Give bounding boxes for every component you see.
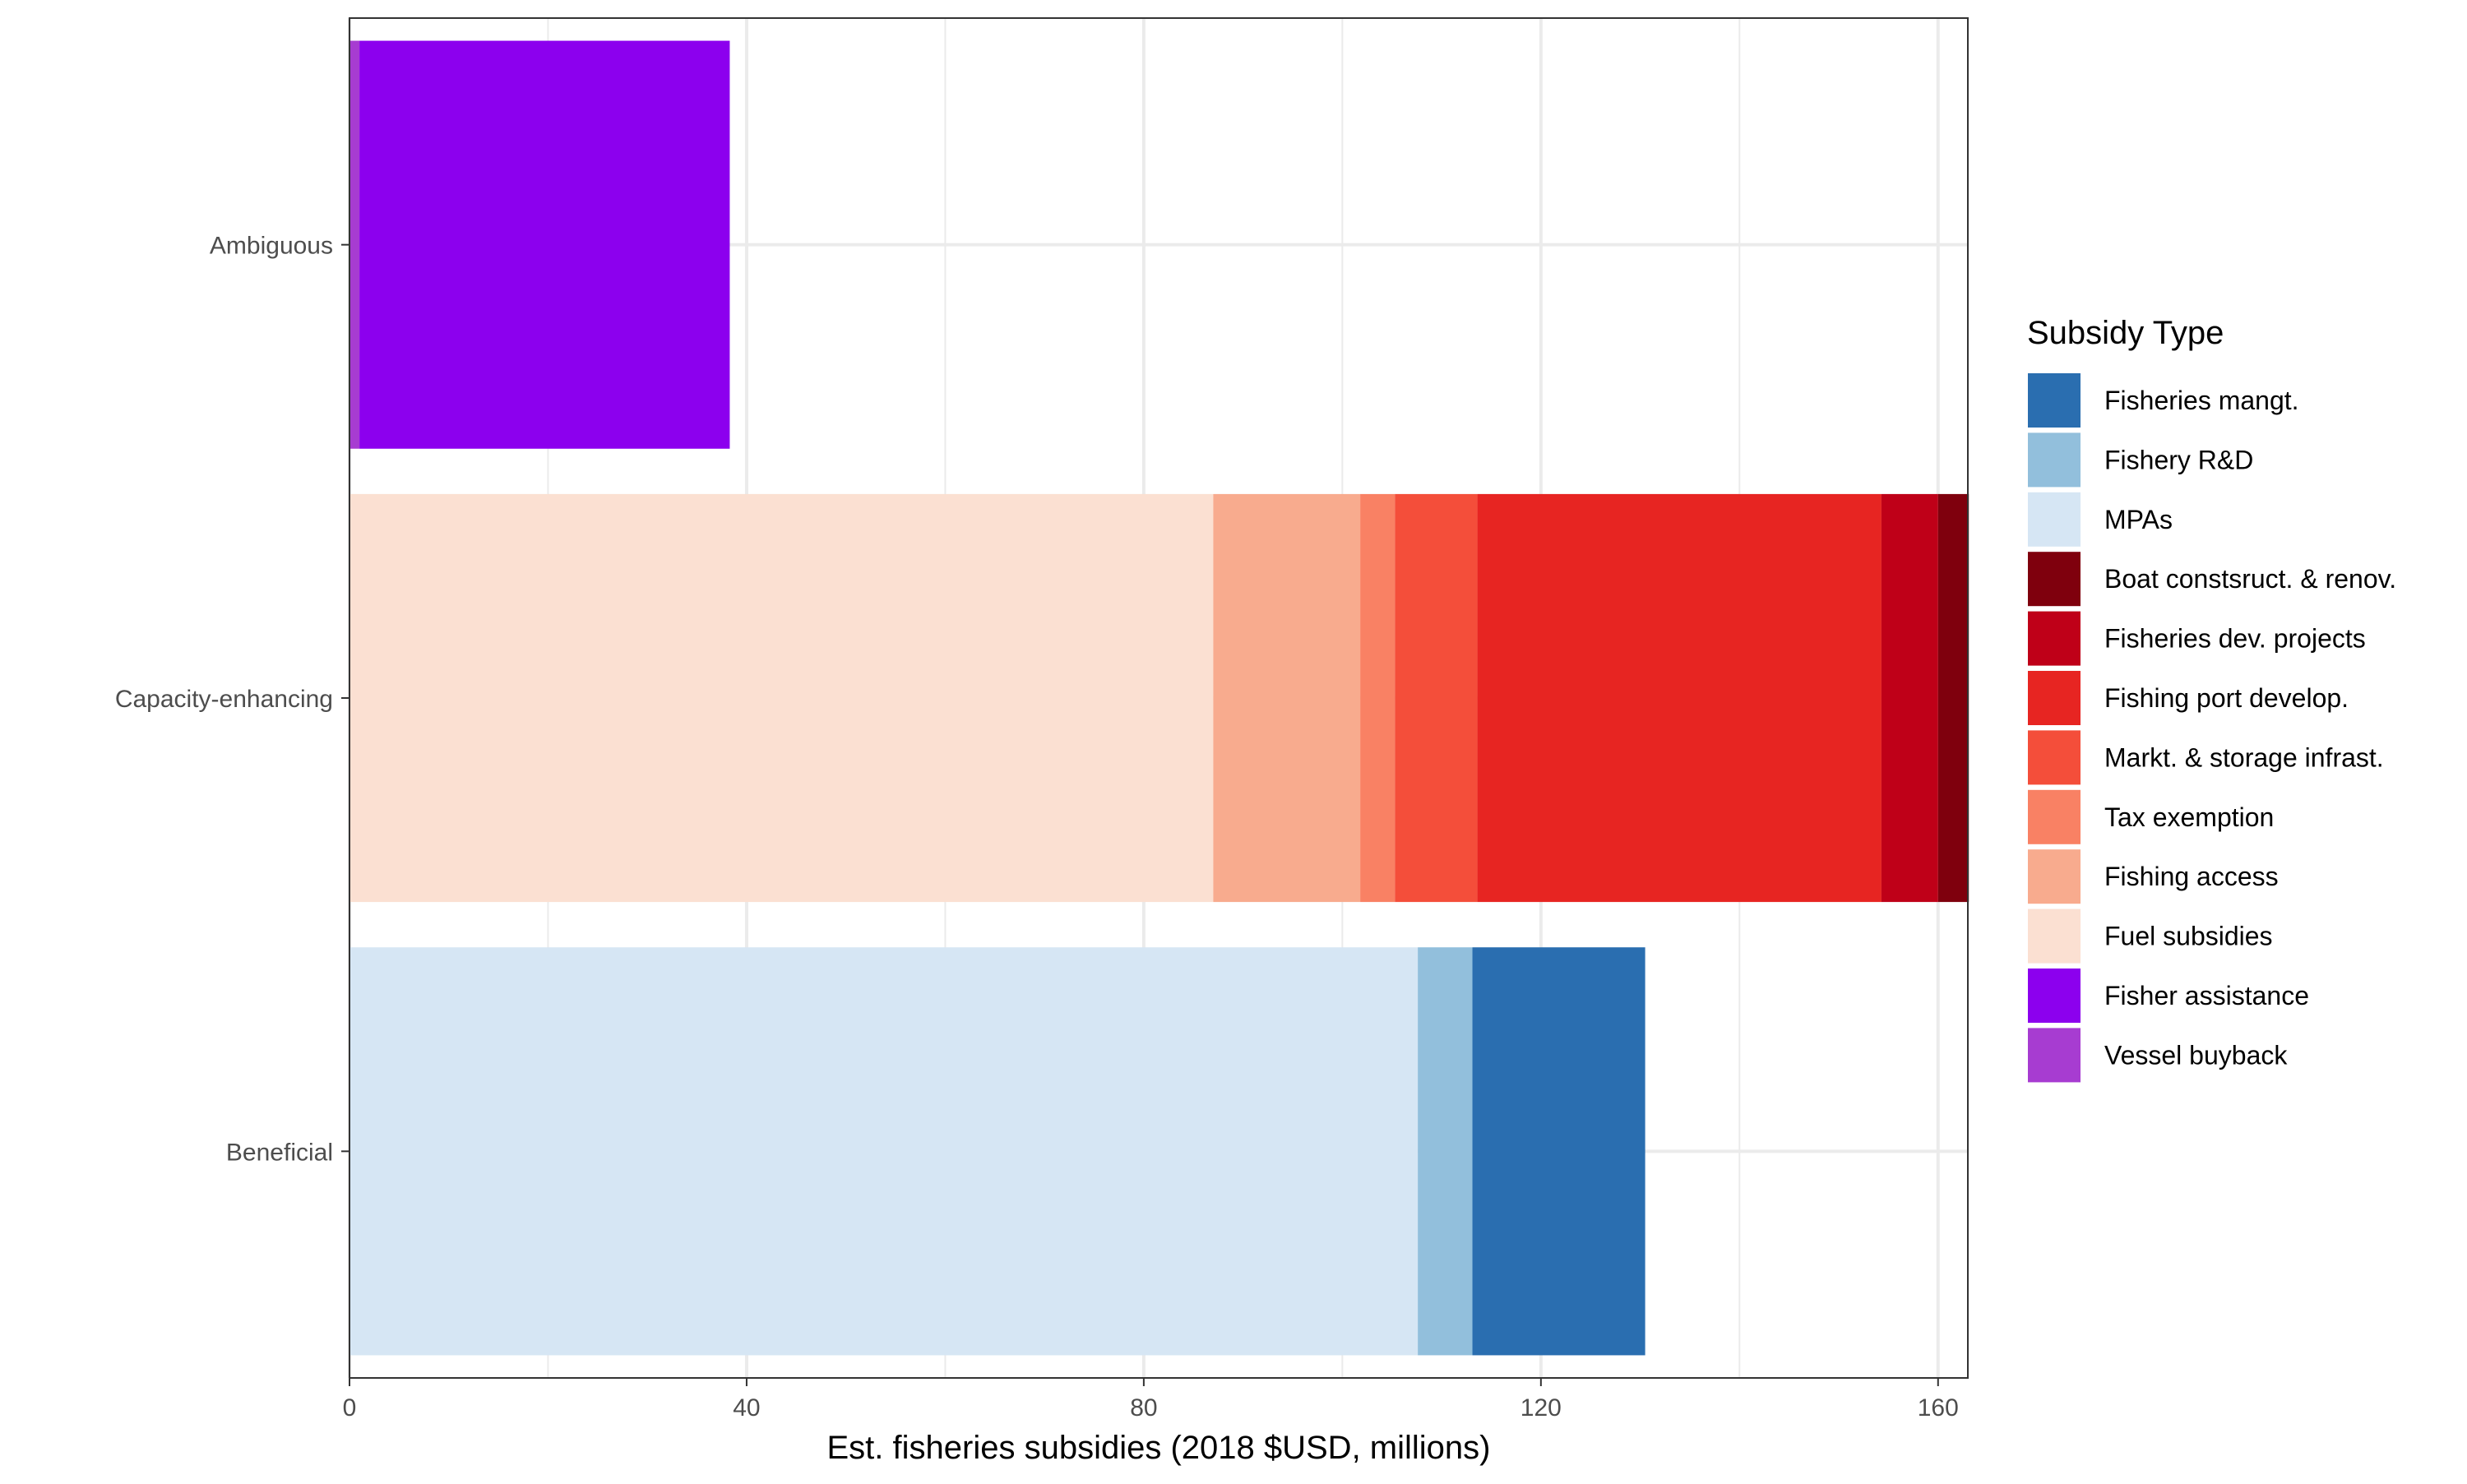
axes-layer: Ambiguous Capacity-enhancing Beneficial 0 40…	[115, 233, 1959, 1422]
legend-title: Subsidy Type	[2027, 315, 2224, 351]
legend-key	[2026, 669, 2082, 727]
x-tick-label: 0	[343, 1394, 357, 1422]
bar-segment-mpas	[349, 947, 1419, 1356]
legend-label: Tax exemption	[2104, 802, 2274, 832]
bar-segment-tax-exemption	[1360, 493, 1395, 903]
legend-key	[2026, 372, 2082, 429]
legend-label: Fishery R&D	[2104, 445, 2253, 474]
bar-segment-markt-storage-infrast	[1395, 493, 1478, 903]
legend-label: MPAs	[2104, 505, 2173, 534]
legend-label: Fishing access	[2104, 862, 2279, 891]
bar-segment-boat-constsruct-renov	[1937, 493, 1969, 903]
legend-key	[2026, 967, 2082, 1024]
legend-label: Markt. & storage infrast.	[2104, 742, 2384, 772]
legend-label: Fuel subsidies	[2104, 922, 2273, 951]
bar-segment-fishing-port-develop	[1477, 493, 1881, 903]
bar-segment-fisher-assistance	[359, 40, 730, 449]
legend-label: Boat constsruct. & renov.	[2104, 564, 2396, 594]
legend-key	[2026, 1026, 2082, 1084]
legend-key	[2026, 431, 2082, 489]
legend-label: Fisheries dev. projects	[2104, 624, 2366, 654]
legend-label: Fisher assistance	[2104, 981, 2309, 1010]
legend-key	[2026, 907, 2082, 965]
x-tick-label: 40	[733, 1394, 760, 1422]
bar-segment-fishing-access	[1213, 493, 1361, 903]
legend-key	[2026, 490, 2082, 548]
y-tick-label: Beneficial	[226, 1139, 333, 1166]
legend-key	[2026, 728, 2082, 787]
x-tick-label: 160	[1918, 1394, 1959, 1422]
y-tick-label: Ambiguous	[210, 233, 333, 260]
legend-label: Fisheries mangt.	[2104, 386, 2299, 415]
legend-key	[2026, 609, 2082, 668]
bar-segment-fisheries-dev-projects	[1881, 493, 1938, 903]
legend-key	[2026, 848, 2082, 906]
bar-segment-fuel-subsidies	[349, 493, 1214, 903]
legend-key	[2026, 788, 2082, 846]
x-tick-label: 80	[1130, 1394, 1157, 1422]
bars-layer	[349, 40, 1969, 1356]
legend-label: Vessel buyback	[2104, 1040, 2288, 1070]
x-tick-label: 120	[1520, 1394, 1562, 1422]
bar-segment-vessel-buyback	[349, 40, 360, 449]
x-axis-title: Est. fisheries subsidies (2018 $USD, mil…	[827, 1430, 1491, 1466]
bar-segment-fisheries-mangt	[1472, 947, 1645, 1356]
bar-segment-fishery-r-d	[1418, 947, 1473, 1356]
y-tick-label: Capacity-enhancing	[115, 686, 333, 713]
legend: Subsidy Type Fisheries mangt. Fishery R&D…	[2026, 315, 2396, 1084]
legend-key	[2026, 550, 2082, 608]
legend-label: Fishing port develop.	[2104, 683, 2349, 713]
